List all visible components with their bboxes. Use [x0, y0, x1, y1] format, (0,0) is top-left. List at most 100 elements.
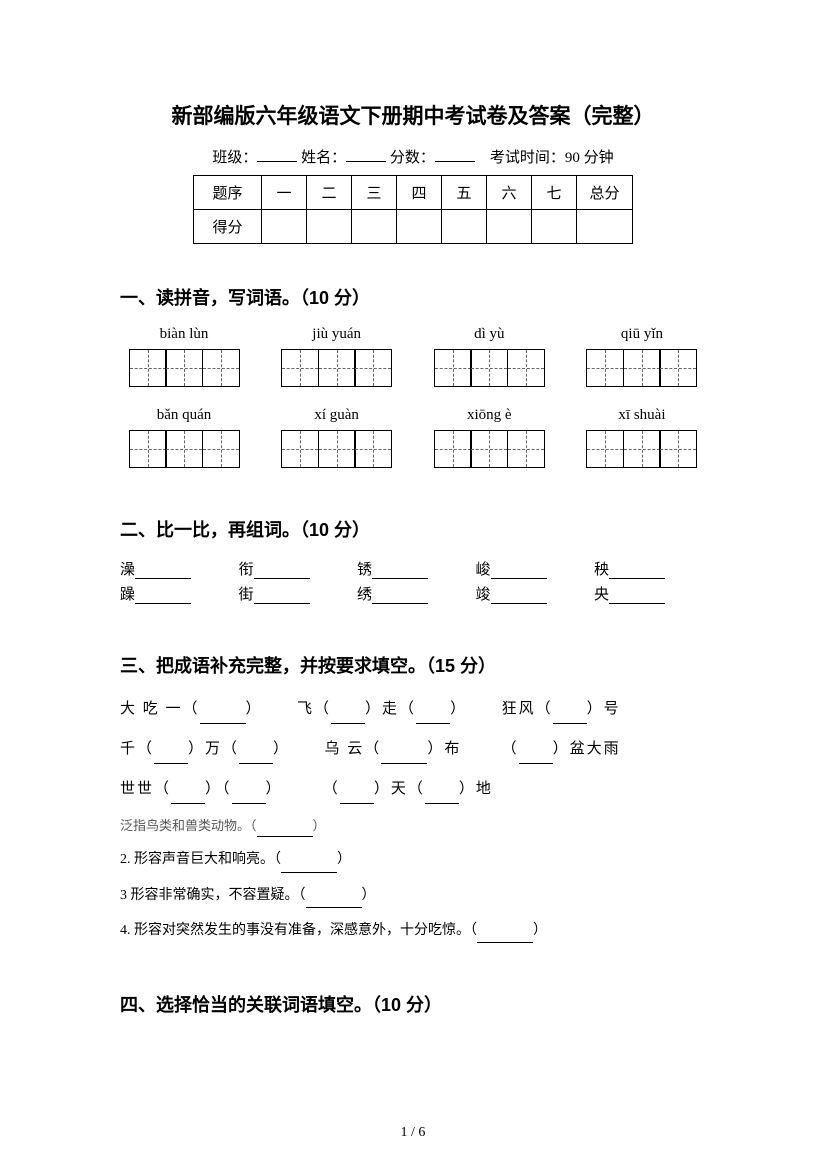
class-blank[interactable] [257, 147, 297, 162]
text: ）天（ [374, 781, 425, 797]
blank[interactable] [171, 789, 205, 804]
section-4: 四、选择恰当的关联词语填空。（10 分） [120, 991, 706, 1017]
blank[interactable] [154, 749, 188, 764]
blank[interactable] [306, 894, 362, 908]
cell: 题序 [194, 176, 262, 210]
blank[interactable] [609, 589, 665, 604]
cell: 一 [262, 176, 307, 210]
desc-line: 泛指鸟类和兽类动物。（） [120, 814, 706, 837]
compare-item: 绣 [357, 583, 469, 604]
blank[interactable] [553, 709, 587, 724]
char-box[interactable] [354, 349, 392, 387]
char-box-group[interactable] [120, 430, 248, 468]
cell: 七 [532, 176, 577, 210]
char-box[interactable] [623, 349, 661, 387]
cell: 五 [442, 176, 487, 210]
text: 泛指鸟类和兽类动物。（ [120, 818, 257, 833]
pinyin-item: biàn lùn [120, 326, 248, 343]
text: ）地 [459, 781, 493, 797]
cell[interactable] [307, 210, 352, 244]
char-box[interactable] [470, 349, 508, 387]
blank[interactable] [491, 589, 547, 604]
char-box[interactable] [470, 430, 508, 468]
pinyin-item: xí guàn [273, 407, 401, 424]
text: ）万（ [188, 741, 239, 757]
text: ） [362, 888, 376, 903]
cell[interactable] [352, 210, 397, 244]
blank[interactable] [381, 749, 427, 764]
blank[interactable] [200, 709, 246, 724]
text: ） [533, 923, 547, 938]
blank[interactable] [425, 789, 459, 804]
blank[interactable] [254, 589, 310, 604]
compare-item: 衔 [239, 558, 351, 579]
blank[interactable] [340, 789, 374, 804]
char-box-group[interactable] [273, 349, 401, 387]
blank[interactable] [135, 564, 191, 579]
text: ）布 [427, 741, 461, 757]
char-box[interactable] [129, 430, 167, 468]
cell[interactable] [442, 210, 487, 244]
cell[interactable] [397, 210, 442, 244]
char-box[interactable] [507, 430, 545, 468]
char-box[interactable] [586, 349, 624, 387]
blank[interactable] [609, 564, 665, 579]
score-blank[interactable] [435, 147, 475, 162]
char-box-group[interactable] [273, 430, 401, 468]
section-1: 一、读拼音，写词语。（10 分） biàn lùn jiù yuán dì yù… [120, 284, 706, 468]
blank[interactable] [254, 564, 310, 579]
char-box-group[interactable] [578, 430, 706, 468]
char-box[interactable] [659, 349, 697, 387]
char-box[interactable] [318, 430, 356, 468]
blank[interactable] [257, 824, 313, 837]
blank[interactable] [372, 564, 428, 579]
char-box[interactable] [659, 430, 697, 468]
section-4-title: 四、选择恰当的关联词语填空。（10 分） [120, 991, 706, 1017]
char-box[interactable] [281, 430, 319, 468]
char-box[interactable] [165, 430, 203, 468]
char-box[interactable] [165, 349, 203, 387]
char-box[interactable] [434, 349, 472, 387]
cell[interactable] [487, 210, 532, 244]
char-box-group[interactable] [425, 430, 553, 468]
compare-item: 央 [594, 583, 706, 604]
pinyin-item: xiōng è [425, 407, 553, 424]
name-label: 姓名： [301, 146, 346, 167]
blank[interactable] [135, 589, 191, 604]
blank[interactable] [477, 929, 533, 943]
blank[interactable] [232, 789, 266, 804]
score-table: 题序 一 二 三 四 五 六 七 总分 得分 [193, 175, 633, 244]
char-box[interactable] [586, 430, 624, 468]
char-box-group[interactable] [578, 349, 706, 387]
char-box[interactable] [202, 430, 240, 468]
char-box-group[interactable] [120, 349, 248, 387]
page-number: 1 / 6 [0, 1125, 826, 1141]
blank[interactable] [239, 749, 273, 764]
blank[interactable] [519, 749, 553, 764]
compare-item: 街 [239, 583, 351, 604]
name-blank[interactable] [346, 147, 386, 162]
char-box[interactable] [623, 430, 661, 468]
char-box[interactable] [354, 430, 392, 468]
cell[interactable] [532, 210, 577, 244]
blank[interactable] [281, 859, 337, 873]
cell[interactable] [262, 210, 307, 244]
section-3: 三、把成语补充完整，并按要求填空。（15 分） 大 吃 一（） 飞（）走（） 狂… [120, 652, 706, 943]
char-box[interactable] [129, 349, 167, 387]
char-box-group[interactable] [425, 349, 553, 387]
cell[interactable] [577, 210, 633, 244]
char-box[interactable] [507, 349, 545, 387]
pinyin-item: xī shuài [578, 407, 706, 424]
blank[interactable] [331, 709, 365, 724]
char-box[interactable] [202, 349, 240, 387]
char-box[interactable] [434, 430, 472, 468]
pinyin-item: bǎn quán [120, 407, 248, 424]
section-2-title: 二、比一比，再组词。（10 分） [120, 516, 706, 542]
char-box[interactable] [281, 349, 319, 387]
char-box[interactable] [318, 349, 356, 387]
time-label: 考试时间：90 分钟 [490, 146, 614, 167]
blank[interactable] [491, 564, 547, 579]
blank[interactable] [372, 589, 428, 604]
cell: 二 [307, 176, 352, 210]
blank[interactable] [416, 709, 450, 724]
